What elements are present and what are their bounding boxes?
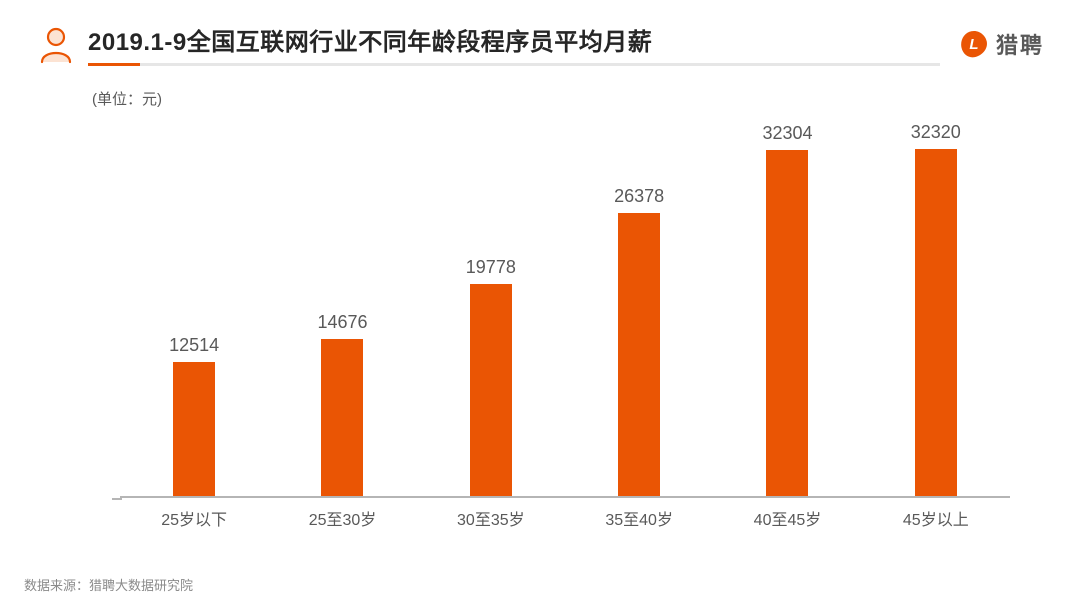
x-axis-label: 40至45岁 [713, 506, 861, 530]
x-axis-label: 30至35岁 [417, 506, 565, 530]
title-underline [88, 63, 940, 66]
bar-value-label: 19778 [466, 257, 516, 278]
page-title: 2019.1-9全国互联网行业不同年龄段程序员平均月薪 [88, 22, 940, 57]
bar-value-label: 12514 [169, 335, 219, 356]
bar [470, 284, 512, 496]
bar [173, 362, 215, 496]
bar-slot: 32304 [713, 110, 861, 496]
bar-value-label: 14676 [317, 312, 367, 333]
bar-slot: 12514 [120, 110, 268, 496]
brand: L 猎聘 [960, 28, 1044, 60]
brand-name: 猎聘 [996, 28, 1044, 60]
header: 2019.1-9全国互联网行业不同年龄段程序员平均月薪 L 猎聘 [36, 22, 1044, 66]
plot-area: 12514 14676 19778 26378 32304 32320 [120, 110, 1010, 498]
x-axis-label: 35至40岁 [565, 506, 713, 530]
title-block: 2019.1-9全国互联网行业不同年龄段程序员平均月薪 [88, 22, 940, 66]
svg-text:L: L [969, 36, 978, 53]
brand-logo-icon: L [960, 30, 988, 58]
title-underline-accent [88, 63, 140, 66]
bar-value-label: 26378 [614, 186, 664, 207]
bar [766, 150, 808, 496]
bar [618, 213, 660, 496]
data-source: 数据来源：猎聘大数据研究院 [24, 575, 193, 594]
bar-value-label: 32320 [911, 122, 961, 143]
person-icon [36, 24, 76, 64]
bar-value-label: 32304 [762, 123, 812, 144]
bar-slot: 26378 [565, 110, 713, 496]
bar-slot: 19778 [417, 110, 565, 496]
x-axis-labels: 25岁以下25至30岁30至35岁35至40岁40至45岁45岁以上 [120, 498, 1010, 538]
x-axis-label: 25至30岁 [268, 506, 416, 530]
bar [321, 339, 363, 496]
bars-container: 12514 14676 19778 26378 32304 32320 [120, 110, 1010, 496]
x-axis-label: 45岁以上 [862, 506, 1010, 530]
salary-bar-chart: 12514 14676 19778 26378 32304 32320 25岁以下25至3… [90, 110, 1020, 538]
bar [915, 149, 957, 496]
unit-label: (单位：元) [92, 88, 162, 109]
x-axis-label: 25岁以下 [120, 506, 268, 530]
bar-slot: 32320 [862, 110, 1010, 496]
bar-slot: 14676 [268, 110, 416, 496]
